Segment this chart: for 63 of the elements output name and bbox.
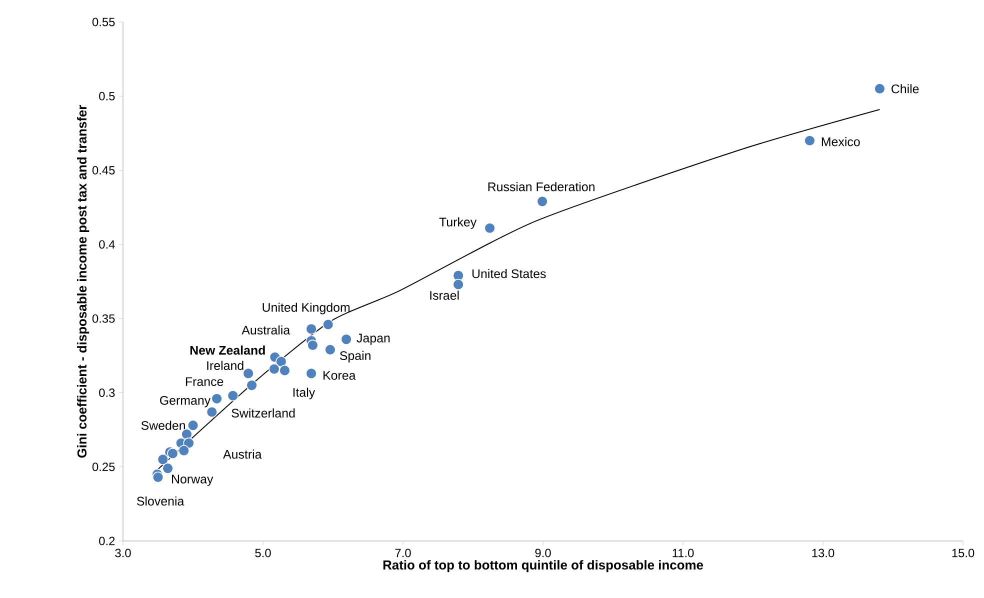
point [874, 83, 886, 94]
y-tick-label: 0.35 [92, 314, 115, 323]
annotation: Italy [293, 388, 316, 400]
y-axis-title: Gini coefficient - disposable income post tax and transfer [77, 105, 90, 458]
annotation: Israel [430, 290, 459, 300]
y-tick-label: 0.5 [99, 92, 115, 100]
point [246, 380, 258, 391]
x-axis-title: Ratio of top to bottom quintile of disposable income [383, 560, 704, 572]
annotation: Russian Federation [488, 182, 594, 192]
point [324, 344, 336, 356]
point [178, 444, 190, 456]
point [187, 420, 199, 431]
point [306, 323, 317, 335]
point [279, 364, 290, 376]
y-tick-label: 0.25 [92, 462, 115, 472]
y-tick-label: 0.55 [92, 18, 115, 26]
annotation: Australia [242, 325, 290, 335]
x-tick-label: 5.0 [255, 548, 271, 558]
point [452, 278, 464, 290]
point [242, 368, 254, 380]
point [340, 334, 352, 345]
y-tick-label: 0.45 [92, 166, 115, 175]
annotation: Slovenia [136, 496, 184, 506]
point [307, 340, 318, 351]
point [206, 406, 218, 418]
annotation: Spain [340, 350, 370, 363]
annotation: Turkey [439, 217, 477, 229]
annotation: Austria [223, 450, 262, 459]
y-tick-label: 0.2 [99, 536, 115, 546]
point [152, 472, 164, 483]
annotation: Norway [172, 474, 214, 486]
annotation: Japan [356, 334, 390, 345]
annotation: United States [472, 268, 546, 278]
annotation: Sweden [141, 420, 185, 430]
point [322, 318, 334, 330]
point [268, 363, 280, 375]
point [211, 393, 222, 404]
annotation: France [186, 377, 224, 386]
annotation: United Kingdom [262, 302, 350, 314]
x-tick-label: 7.0 [395, 548, 411, 558]
point [167, 448, 178, 460]
annotation: Korea [324, 371, 356, 380]
y-tick-label: 0.3 [99, 388, 115, 397]
x-tick-label: 13.0 [812, 548, 834, 558]
point [306, 368, 317, 380]
annotation: Switzerland [232, 408, 295, 418]
annotation: Mexico [822, 137, 860, 146]
point [162, 462, 174, 474]
y-tick-label: 0.4 [99, 240, 115, 249]
x-tick-label: 15.0 [952, 548, 974, 558]
x-tick-label: 11.0 [672, 548, 694, 558]
point [484, 222, 496, 234]
point [536, 196, 548, 208]
annotation: Germany [160, 396, 211, 408]
annotation: New Zealand [190, 346, 265, 355]
x-tick-label: 9.0 [535, 548, 551, 558]
point [804, 135, 816, 146]
x-tick-label: 3.0 [115, 548, 131, 558]
point [157, 454, 168, 466]
annotation: Ireland [207, 360, 244, 370]
point [276, 356, 287, 368]
annotation: Chile [892, 84, 919, 94]
point [227, 390, 238, 402]
